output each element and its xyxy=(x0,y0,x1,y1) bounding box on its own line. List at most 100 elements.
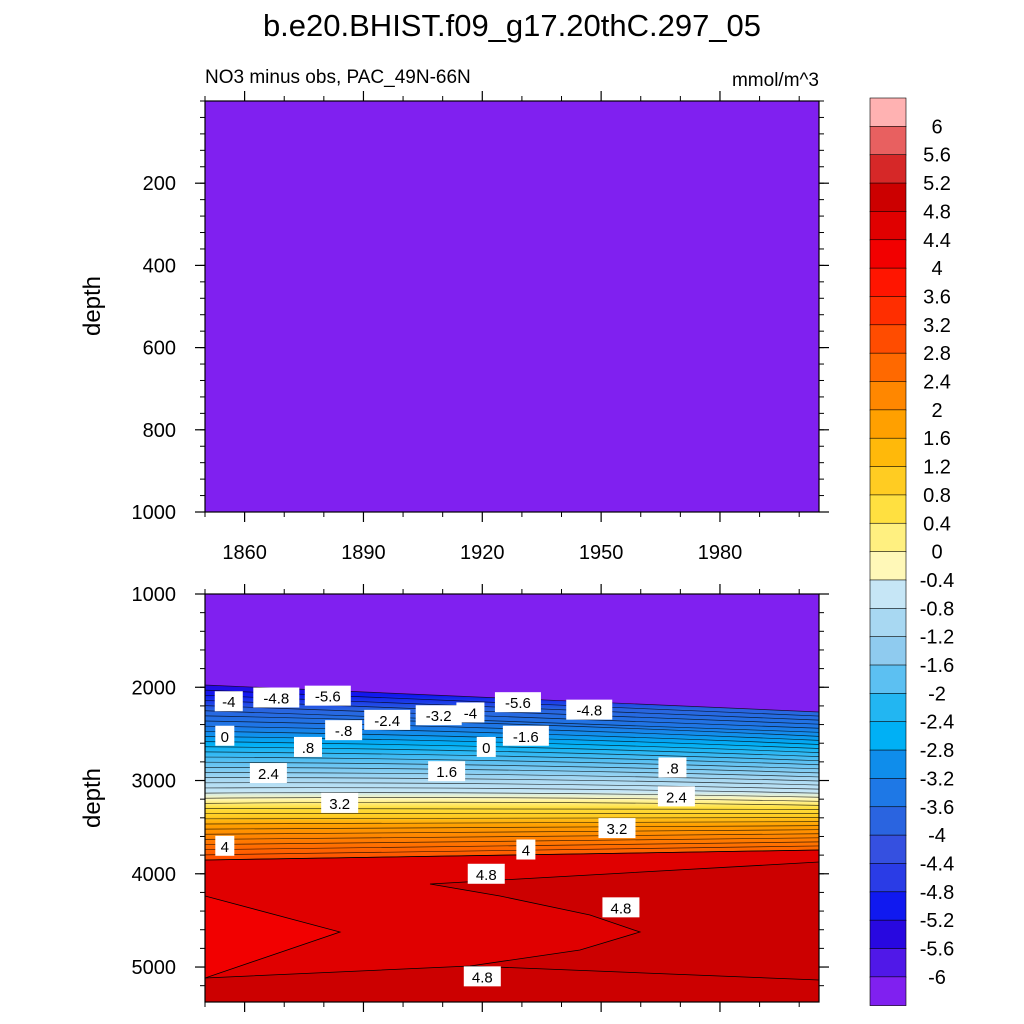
lower-contour-lines xyxy=(205,684,819,981)
colorbar-label: 5.6 xyxy=(923,145,951,167)
colorbar-label: 4.4 xyxy=(923,230,951,252)
contour-label: 3.2 xyxy=(329,796,350,813)
upper-plot-fill xyxy=(205,101,819,512)
y-tick-label: 2000 xyxy=(132,677,177,699)
contour-label-box xyxy=(467,863,505,884)
contour-label-box xyxy=(494,692,541,713)
colorbar-segment xyxy=(869,636,907,666)
contour-line xyxy=(205,767,819,778)
contour-label: .8 xyxy=(666,760,679,777)
contour-label-box xyxy=(658,757,687,778)
contour-line xyxy=(205,715,819,737)
colorbar-segment xyxy=(869,948,907,978)
contour-label: 2.4 xyxy=(258,766,279,783)
colorbar-segment xyxy=(869,352,907,383)
colorbar-segment xyxy=(869,239,907,269)
chart-title: b.e20.BHIST.f09_g17.20thC.297_05 xyxy=(263,8,761,43)
contour-label-box xyxy=(253,687,300,708)
colorbar-label: -2 xyxy=(928,683,946,705)
contour-label-box xyxy=(415,705,462,726)
contour-line xyxy=(205,751,819,766)
contour-label-box xyxy=(325,720,363,741)
lower-band-bright-red xyxy=(205,896,340,978)
colorbar-label: -5.2 xyxy=(920,910,954,932)
colorbar-segment xyxy=(869,834,907,865)
contour-label-box xyxy=(602,897,640,918)
contour-label: 0 xyxy=(482,740,490,757)
colorbar-segment xyxy=(869,182,907,213)
colorbar-label: -0.8 xyxy=(920,598,954,620)
y-tick-label: 600 xyxy=(143,338,176,360)
lower-plot-frame xyxy=(204,593,820,1003)
contour-line xyxy=(205,797,819,802)
upper-axis-ticks xyxy=(195,91,829,522)
y-tick-label: 1000 xyxy=(132,584,177,606)
colorbar-segment xyxy=(869,891,907,921)
colorbar-label: -1.2 xyxy=(920,627,954,649)
colorbar-segment xyxy=(869,551,907,581)
x-tick-label: 1980 xyxy=(698,542,743,564)
contour-line xyxy=(205,849,819,861)
contour-line xyxy=(205,841,819,851)
contour-label-box xyxy=(456,702,485,723)
colorbar-label: 0 xyxy=(931,542,942,564)
colorbar-segment xyxy=(869,579,907,610)
contour-line xyxy=(205,746,819,762)
colorbar-label: -4 xyxy=(928,825,946,847)
colorbar-segment xyxy=(869,778,907,808)
contour-label: 3.2 xyxy=(607,821,628,838)
contour-label: -5.6 xyxy=(505,695,531,712)
contour-label: .8 xyxy=(302,740,315,757)
lower-axis-ticks xyxy=(195,584,829,1012)
contour-label: -4 xyxy=(464,705,477,722)
upper-plot-frame xyxy=(204,100,820,513)
lower-panel: -4 -4.8 -5.6 -2.4 -.8 0 .8 2.4 3.2 4 -3.2 -4 -5.6 -4.… xyxy=(79,584,829,1012)
upper-panel: 200 400 600 800 1000 1860 1890 1920 1950 1980 de… xyxy=(79,91,829,564)
contour-label-box xyxy=(293,736,322,757)
x-tick-label: 1860 xyxy=(222,542,267,564)
contour-line xyxy=(205,808,819,810)
lower-band-top-fill xyxy=(205,594,819,712)
colorbar-segment xyxy=(869,749,907,780)
contour-label-box xyxy=(516,839,536,860)
colorbar-label: -2.8 xyxy=(920,740,954,762)
lower-contour-labels: -4 -4.8 -5.6 -2.4 -.8 0 .8 2.4 3.2 4 -3.2 -4 -5.6 -4.… xyxy=(214,685,695,987)
colorbar-segment xyxy=(869,97,907,128)
colorbar-segment xyxy=(869,664,907,695)
colorbar-label: 4 xyxy=(931,258,942,280)
contour-label-box xyxy=(321,792,359,813)
colorbar-label: -4.8 xyxy=(920,882,954,904)
colorbar-segment xyxy=(869,976,907,1006)
contour-label-box xyxy=(428,761,466,782)
contour-line xyxy=(205,761,819,774)
colorbar-segment xyxy=(869,919,907,950)
contour-line xyxy=(205,829,819,835)
contour-label: -4 xyxy=(222,694,235,711)
contour-line xyxy=(205,833,819,840)
colorbar-label: 2.4 xyxy=(923,372,951,394)
colorbar-segment xyxy=(869,381,907,411)
contour-line xyxy=(469,965,819,981)
y-tick-label: 4000 xyxy=(132,864,177,886)
colorbar xyxy=(869,97,907,1006)
upper-x-tick-labels: 1860 1890 1920 1950 1980 xyxy=(222,542,742,564)
colorbar-label: 3.2 xyxy=(923,315,951,337)
colorbar-segment xyxy=(869,154,907,184)
contour-label: -4.8 xyxy=(576,703,602,720)
contour-label-box xyxy=(463,966,501,987)
colorbar-label: -1.6 xyxy=(920,655,954,677)
contour-line xyxy=(205,787,819,794)
contour-label-box xyxy=(215,835,235,856)
colorbar-label: -2.4 xyxy=(920,712,954,734)
units-label: mmol/m^3 xyxy=(732,70,819,91)
colorbar-label: -6 xyxy=(928,967,946,989)
contour-label-box xyxy=(215,725,235,746)
contour-label: 4.8 xyxy=(472,969,493,986)
colorbar-label: -0.4 xyxy=(920,570,954,592)
y-tick-label: 1000 xyxy=(132,502,177,524)
x-tick-label: 1920 xyxy=(460,542,505,564)
contour-label-box xyxy=(214,691,243,712)
contour-line xyxy=(205,895,342,979)
lower-band-red xyxy=(205,850,819,978)
